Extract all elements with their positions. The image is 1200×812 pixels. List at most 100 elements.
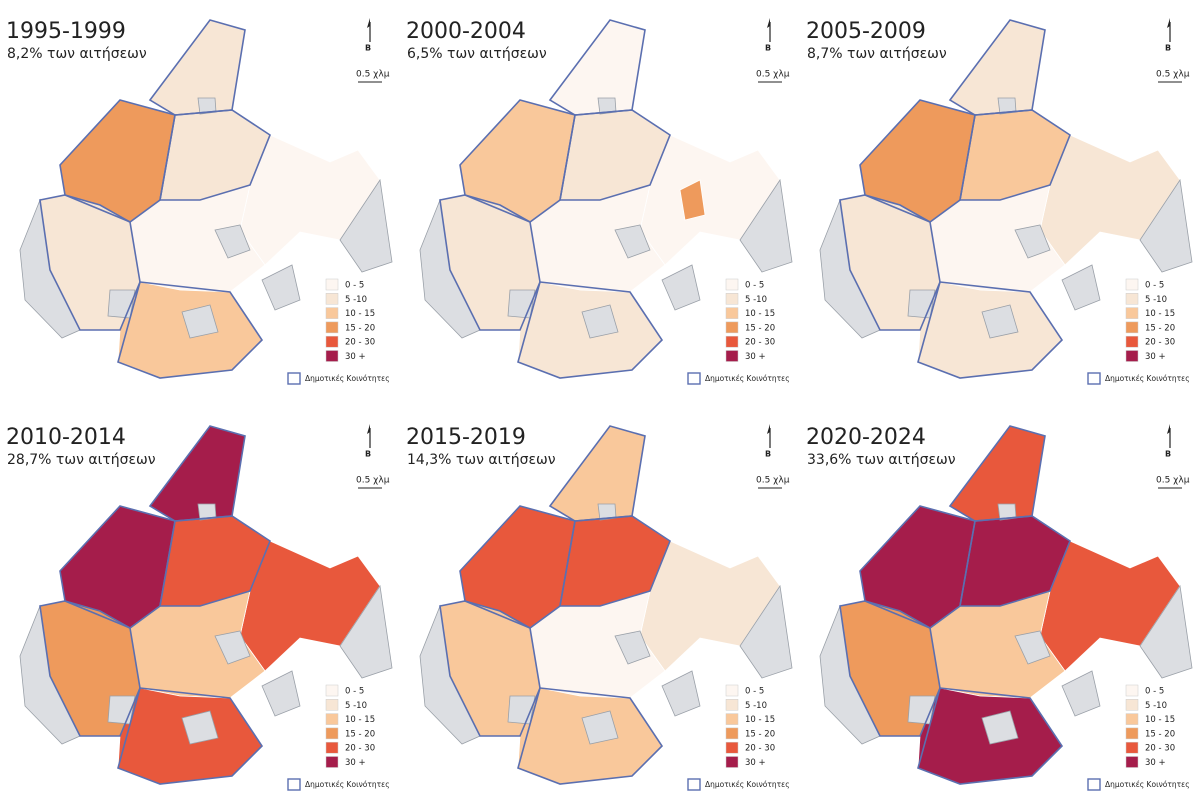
- district: [149, 425, 246, 522]
- legend-boundary-label: Δημοτικές Κοινότητες: [705, 780, 790, 789]
- legend-swatch: [1125, 713, 1139, 725]
- legend-swatch: [1125, 756, 1139, 768]
- legend-boundary-swatch: [1087, 778, 1101, 791]
- community-boundary: [917, 281, 1064, 379]
- legend-swatch: [725, 713, 739, 725]
- legend-swatch: [1125, 350, 1139, 362]
- no-data-area: [339, 178, 393, 273]
- north-label: Β: [765, 450, 771, 459]
- community-boundary: [517, 687, 664, 785]
- legend-label: 15 - 20: [1145, 729, 1175, 739]
- legend-label: 10 - 15: [1145, 715, 1175, 725]
- legend-label: 5 -10: [745, 701, 767, 711]
- community-boundary: [959, 109, 1071, 201]
- scale-label: 0.5 χλμ: [1156, 70, 1190, 80]
- legend-swatch: [725, 278, 739, 291]
- community-boundary: [839, 194, 941, 331]
- community-boundary: [559, 109, 671, 201]
- legend-swatch: [1125, 727, 1139, 740]
- legend-swatch: [325, 699, 339, 711]
- scale-label: 0.5 χλμ: [356, 70, 390, 80]
- no-data-area: [739, 178, 793, 273]
- no-data-area: [1061, 264, 1101, 311]
- legend-boundary-label: Δημοτικές Κοινότητες: [1105, 374, 1190, 383]
- district: [549, 19, 646, 116]
- legend-label: 5 -10: [345, 701, 367, 711]
- community-boundary: [159, 109, 271, 201]
- no-data-area: [214, 224, 251, 259]
- no-data-area: [181, 304, 219, 339]
- community-boundary: [839, 600, 941, 737]
- legend-label: 0 - 5: [345, 687, 364, 697]
- no-data-area: [1061, 670, 1101, 717]
- legend-swatch: [1125, 293, 1139, 305]
- legend-label: 15 - 20: [345, 323, 375, 333]
- map-panel: 2015-2019 14,3% των αιτήσεων Β 0.5 χλμ 0 - 5…: [406, 424, 793, 791]
- north-arrow-head: [367, 18, 370, 28]
- no-data-area: [261, 670, 301, 717]
- legend-swatch: [325, 727, 339, 740]
- panel-subtitle: 14,3% των αιτήσεων: [407, 452, 556, 468]
- no-data-area: [339, 584, 393, 679]
- scale-label: 0.5 χλμ: [756, 476, 790, 486]
- community-boundary: [39, 194, 141, 331]
- no-data-area: [661, 264, 701, 311]
- legend-boundary-swatch: [1087, 372, 1101, 385]
- panel-subtitle: 33,6% των αιτήσεων: [807, 452, 956, 468]
- legend-label: 10 - 15: [345, 309, 375, 319]
- no-data-area: [1139, 178, 1193, 273]
- map-panel: 2020-2024 33,6% των αιτήσεων Β 0.5 χλμ 0 - 5…: [806, 424, 1193, 791]
- no-data-area: [739, 584, 793, 679]
- legend-label: 10 - 15: [745, 309, 775, 319]
- no-data-area: [981, 710, 1019, 745]
- north-arrow-head: [367, 424, 370, 434]
- legend-swatch: [1125, 278, 1139, 291]
- legend-label: 20 - 30: [1145, 338, 1175, 348]
- community-boundary: [559, 515, 671, 607]
- panel-title: 1995-1999: [6, 19, 126, 44]
- community-boundary: [948, 19, 1046, 116]
- legend-label: 5 -10: [345, 295, 367, 305]
- panel-subtitle: 6,5% των αιτήσεων: [407, 46, 547, 62]
- legend-swatch: [325, 293, 339, 305]
- district: [149, 19, 246, 116]
- panel-title: 2015-2019: [406, 425, 526, 450]
- legend-boundary-label: Δημοτικές Κοινότητες: [1105, 780, 1190, 789]
- no-data-area: [261, 264, 301, 311]
- legend-label: 30 +: [745, 352, 766, 362]
- legend-label: 5 -10: [1145, 295, 1167, 305]
- legend-boundary-swatch: [687, 372, 701, 385]
- no-data-area: [214, 630, 251, 665]
- no-data-area: [661, 670, 701, 717]
- legend-boundary-label: Δημοτικές Κοινότητες: [305, 780, 390, 789]
- no-data-area: [614, 630, 651, 665]
- legend-swatch: [325, 321, 339, 334]
- legend-label: 5 -10: [1145, 701, 1167, 711]
- community-boundary: [159, 515, 271, 607]
- legend-label: 5 -10: [745, 295, 767, 305]
- panel-title: 2005-2009: [806, 19, 926, 44]
- legend-label: 15 - 20: [745, 729, 775, 739]
- panel-subtitle: 8,7% των αιτήσεων: [807, 46, 947, 62]
- legend-swatch: [725, 321, 739, 334]
- map-panel: 2010-2014 28,7% των αιτήσεων Β 0.5 χλμ 0 - 5…: [6, 424, 393, 791]
- panel-title: 2010-2014: [6, 425, 126, 450]
- panel-subtitle: 8,2% των αιτήσεων: [7, 46, 147, 62]
- legend-label: 20 - 30: [1145, 744, 1175, 754]
- no-data-area: [581, 304, 619, 339]
- community-boundary: [517, 281, 664, 379]
- legend-label: 30 +: [1145, 352, 1166, 362]
- legend-swatch: [725, 756, 739, 768]
- legend-label: 0 - 5: [1145, 687, 1164, 697]
- panel-subtitle: 28,7% των αιτήσεων: [7, 452, 156, 468]
- legend-swatch: [725, 307, 739, 319]
- legend-label: 0 - 5: [745, 281, 764, 291]
- legend-label: 30 +: [345, 352, 366, 362]
- community-boundary: [548, 19, 646, 116]
- legend-swatch: [1125, 741, 1139, 754]
- legend-label: 20 - 30: [745, 338, 775, 348]
- legend-boundary-label: Δημοτικές Κοινότητες: [305, 374, 390, 383]
- community-boundary: [917, 687, 1064, 785]
- panel-title: 2000-2004: [406, 19, 526, 44]
- legend-label: 15 - 20: [1145, 323, 1175, 333]
